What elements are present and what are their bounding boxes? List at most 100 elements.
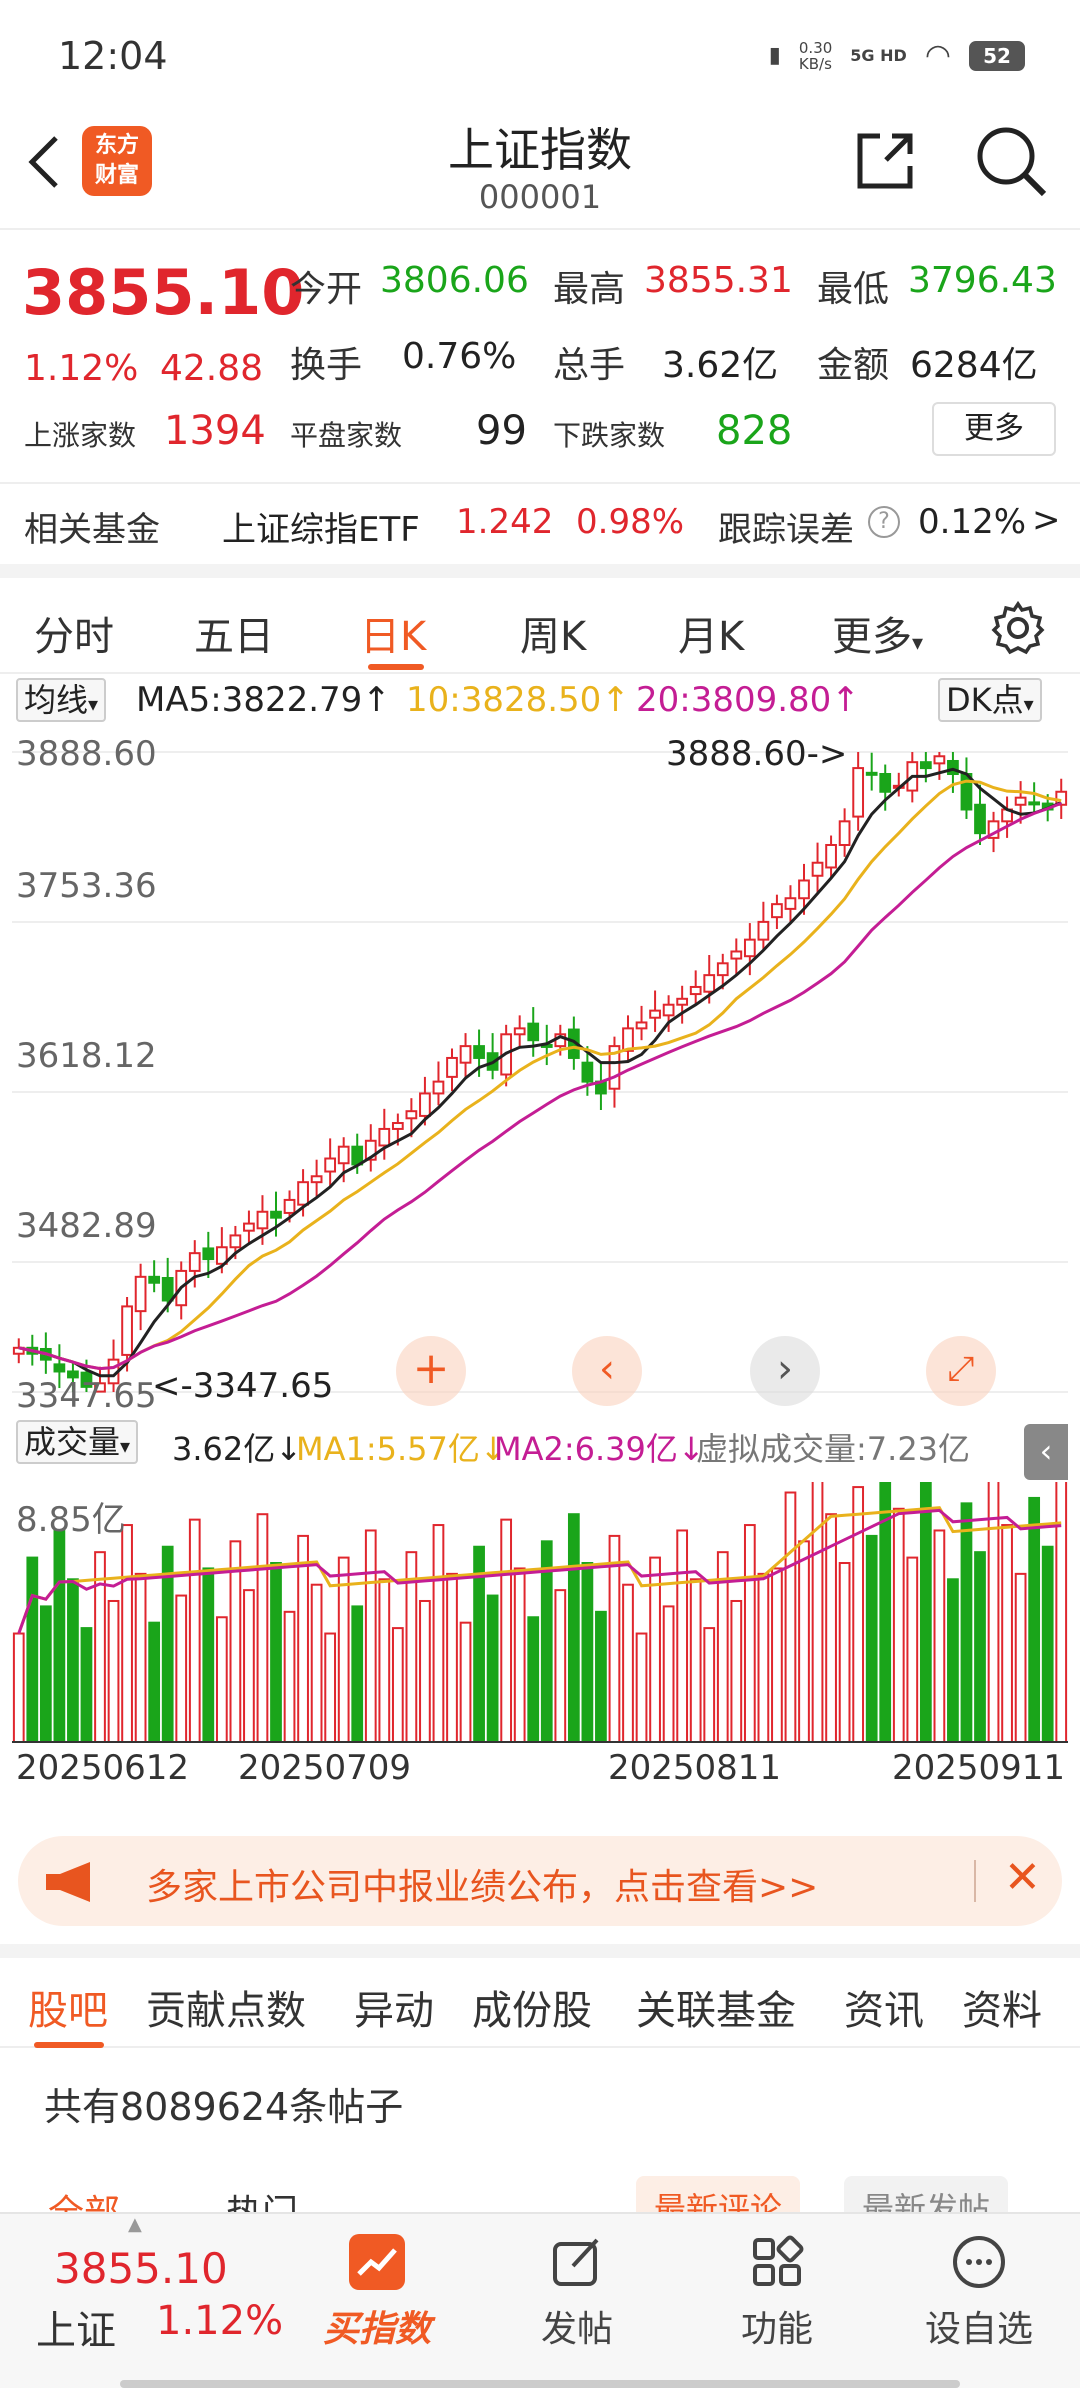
up-count: 1394 — [164, 408, 266, 454]
nav-add-watchlist[interactable]: 设自选 — [914, 2234, 1044, 2352]
collapse-panel-button[interactable]: ‹ — [1024, 1424, 1068, 1480]
zoom-in-button[interactable]: + — [396, 1336, 466, 1406]
price-tick: 3618.12 — [16, 1036, 157, 1076]
more-button[interactable]: 更多 — [932, 402, 1056, 456]
candle — [67, 1370, 79, 1379]
tab-profile[interactable]: 资料 — [962, 1988, 1042, 2034]
nav-index-price[interactable]: 3855.10 — [54, 2244, 228, 2293]
share-icon[interactable] — [852, 128, 918, 194]
volume-bar — [947, 1578, 959, 1743]
date-tick: 20250811 — [608, 1748, 782, 1788]
volume-tick: 8.85亿 — [16, 1500, 126, 1540]
volume-bar — [730, 1599, 743, 1743]
candle — [378, 1127, 391, 1147]
volume-bar — [202, 1567, 215, 1744]
volume-bar — [811, 1482, 824, 1743]
amount-label: 金额 — [817, 345, 890, 386]
candle — [689, 985, 702, 996]
status-icons: ▮ 0.30 KB/s 5G HD ◠ 52 — [769, 38, 1025, 73]
candle — [432, 1080, 445, 1095]
gear-icon[interactable] — [990, 600, 1046, 656]
candle — [364, 1139, 377, 1161]
volume-bar — [67, 1578, 79, 1743]
volume-selector[interactable]: 成交量▾ — [16, 1420, 139, 1464]
tab-guba[interactable]: 股吧 — [28, 1988, 108, 2034]
tab-constituents[interactable]: 成份股 — [472, 1988, 592, 2034]
page-title: 上证指数 — [448, 123, 632, 177]
help-icon[interactable]: ? — [868, 506, 900, 538]
status-time: 12:04 — [58, 34, 168, 78]
scroll-left-button[interactable]: ‹ — [572, 1336, 642, 1406]
candle — [134, 1275, 147, 1313]
tab-related-funds[interactable]: 关联基金 — [636, 1988, 796, 2034]
amount-value: 6284亿 — [910, 345, 1038, 386]
volume-bar — [527, 1616, 540, 1744]
kline-plot — [12, 751, 1068, 1393]
nav-index-name: 上证 — [36, 2308, 116, 2354]
candle — [622, 1027, 634, 1052]
volume-ma-line — [17, 1508, 1062, 1635]
volume-bar — [39, 1605, 52, 1743]
candle — [94, 1382, 106, 1393]
volume-bar — [622, 1583, 634, 1743]
low-label: 最低 — [817, 269, 890, 310]
volume-bar — [486, 1594, 499, 1743]
down-count: 828 — [716, 408, 793, 454]
ma10-line — [18, 779, 1062, 1371]
candle — [80, 1371, 93, 1388]
tab-movements[interactable]: 异动 — [354, 1988, 434, 2034]
kline-chart[interactable]: 均线▾ MA5:3822.79↑ 10:3828.50↑ 20:3809.80↑… — [0, 676, 1080, 1816]
candle — [703, 974, 716, 993]
volume-bar — [310, 1583, 323, 1743]
candle — [513, 1027, 526, 1036]
volume-label: 总手 — [553, 345, 626, 386]
tab-intraday[interactable]: 分时 — [34, 614, 114, 660]
volume-bar — [784, 1491, 797, 1744]
volume-bar — [567, 1513, 580, 1744]
volume-bar — [324, 1632, 337, 1743]
nav-post[interactable]: 发帖 — [512, 2234, 642, 2352]
candle — [337, 1145, 350, 1165]
scroll-right-button[interactable]: › — [750, 1336, 820, 1406]
volume-ma1: MA1:5.57亿↓ — [296, 1430, 507, 1468]
nav-functions[interactable]: 功能 — [712, 2234, 842, 2352]
candle — [852, 767, 865, 818]
ma5-value: MA5:3822.79↑ — [136, 680, 391, 720]
ma-selector[interactable]: 均线▾ — [16, 678, 107, 722]
tab-monthly-k[interactable]: 月K — [678, 614, 745, 660]
tab-news[interactable]: 资讯 — [844, 1988, 924, 2034]
nav-index-pct: 1.12% — [156, 2298, 284, 2344]
tab-weekly-k[interactable]: 周K — [520, 614, 587, 660]
close-icon[interactable]: ✕ — [1004, 1852, 1041, 1903]
tab-contribution[interactable]: 贡献点数 — [146, 1988, 306, 2034]
grid-icon — [749, 2234, 805, 2290]
nav-buy-index[interactable]: 买指数 — [312, 2234, 442, 2352]
candle — [310, 1175, 323, 1184]
tab-daily-k[interactable]: 日K — [360, 614, 427, 660]
candle — [324, 1157, 337, 1173]
candle — [676, 997, 689, 1006]
fund-label: 相关基金 — [24, 510, 160, 550]
candle — [459, 1045, 472, 1064]
related-fund-row[interactable]: 相关基金 上证综指ETF 1.242 0.98% 跟踪误差 ? 0.12% > — [0, 482, 1080, 562]
candle — [825, 843, 837, 869]
fullscreen-icon[interactable]: ⤢ — [926, 1336, 996, 1406]
virtual-volume: 虚拟成交量:7.23亿 — [696, 1430, 971, 1468]
change-value: 42.88 — [160, 348, 264, 389]
volume-bar — [919, 1482, 932, 1744]
candle — [743, 938, 756, 958]
volume-bar — [892, 1507, 905, 1743]
announcement-banner[interactable]: 多家上市公司中报业绩公布，点击查看>> ✕ — [18, 1836, 1062, 1926]
candle — [974, 803, 986, 835]
vibrate-icon: ▮ — [768, 43, 781, 68]
candle — [784, 897, 797, 910]
tab-more[interactable]: 更多▾ — [832, 614, 924, 660]
back-icon[interactable] — [24, 132, 64, 192]
ma10-value: 10:3828.50↑ — [406, 680, 630, 720]
search-icon[interactable] — [974, 124, 1050, 200]
volume-bar — [12, 1632, 25, 1743]
volume-bar — [378, 1578, 391, 1743]
tab-five-day[interactable]: 五日 — [194, 614, 274, 660]
dk-point-button[interactable]: DK点▾ — [938, 678, 1042, 722]
volume-bar — [689, 1578, 702, 1743]
